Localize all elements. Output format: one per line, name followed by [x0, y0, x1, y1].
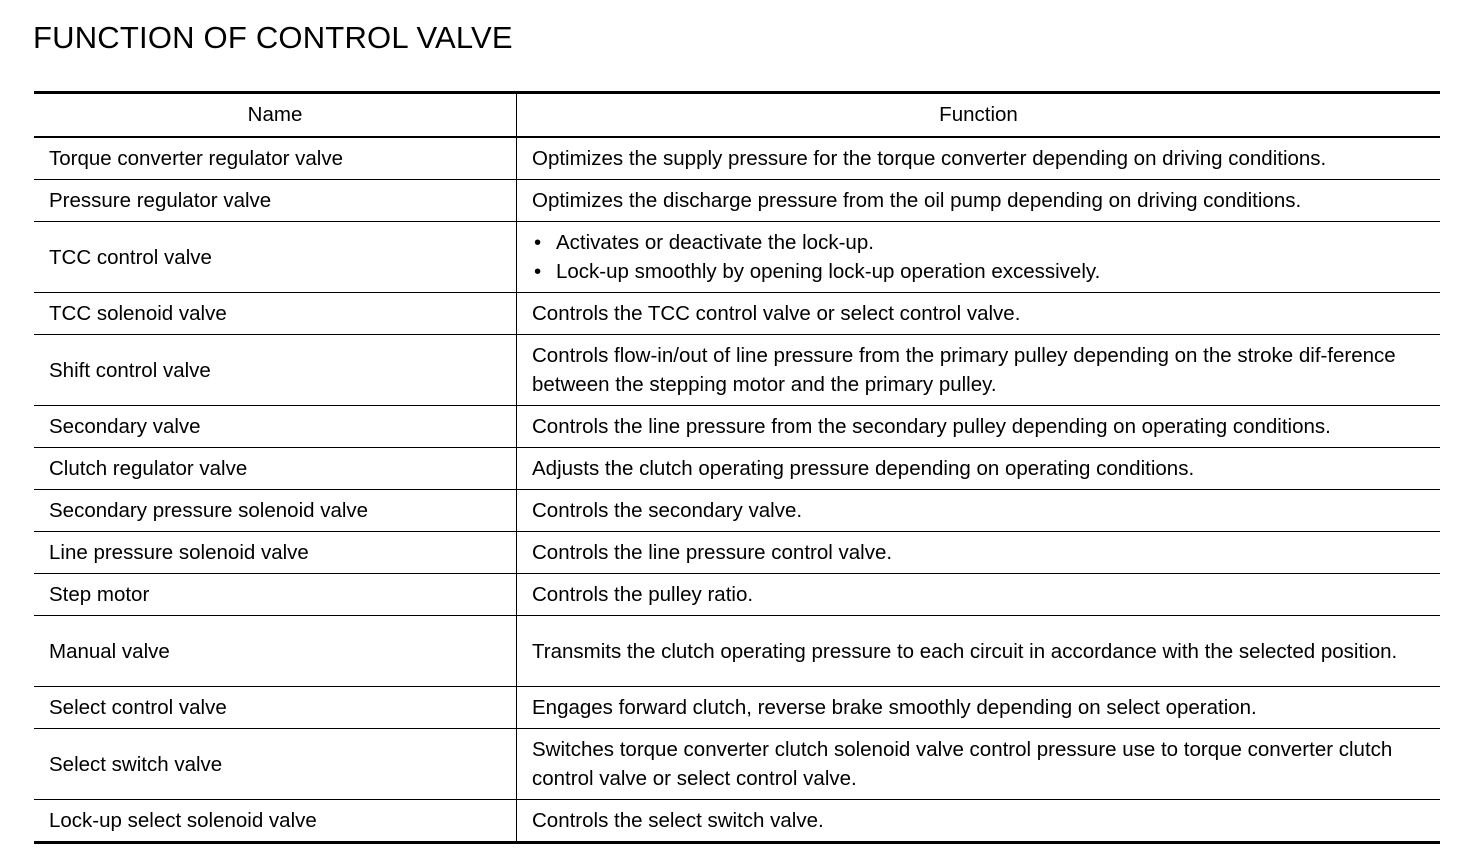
valve-function: Optimizes the supply pressure for the to…	[516, 136, 1440, 180]
valve-name: Secondary pressure solenoid valve	[34, 489, 517, 532]
valve-function: Engages forward clutch, reverse brake sm…	[516, 686, 1440, 729]
table-row: Line pressure solenoid valve Controls the…	[34, 531, 1440, 574]
valve-function: Controls the line pressure control valve…	[516, 531, 1440, 574]
valve-name: Shift control valve	[34, 334, 517, 406]
valve-function: Adjusts the clutch operating pressure de…	[516, 447, 1440, 490]
function-bullet-list: Activates or deactivate the lock-up.Lock…	[532, 228, 1432, 286]
table-row: Select switch valve Switches torque conve…	[34, 728, 1440, 800]
valve-name: Clutch regulator valve	[34, 447, 517, 490]
valve-function: Activates or deactivate the lock-up.Lock…	[516, 221, 1440, 293]
table-row: TCC solenoid valve Controls the TCC contr…	[34, 292, 1440, 335]
table-header-row: Name Function	[34, 92, 1440, 138]
table-row: Shift control valve Controls flow-in/out …	[34, 334, 1440, 406]
valve-name: Pressure regulator valve	[34, 179, 517, 222]
table-row: Torque converter regulator valve Optimize…	[34, 136, 1440, 180]
table-row: Select control valve Engages forward clut…	[34, 686, 1440, 729]
valve-function: Switches torque converter clutch solenoi…	[516, 728, 1440, 800]
valve-function: Transmits the clutch operating pressure …	[516, 615, 1440, 687]
valve-name: Lock-up select solenoid valve	[34, 799, 517, 843]
valve-name: Line pressure solenoid valve	[34, 531, 517, 574]
page-title: FUNCTION OF CONTROL VALVE	[33, 20, 513, 55]
valve-name: Secondary valve	[34, 405, 517, 448]
table-row: Step motor Controls the pulley ratio.	[34, 573, 1440, 616]
valve-name: TCC control valve	[34, 221, 517, 293]
control-valve-table: Name Function Torque converter regulator…	[34, 91, 1440, 844]
valve-name: Manual valve	[34, 615, 517, 687]
valve-name: Select switch valve	[34, 728, 517, 800]
table-row: Secondary valve Controls the line pressur…	[34, 405, 1440, 448]
table-row: Lock-up select solenoid valve Controls th…	[34, 799, 1440, 843]
valve-function: Optimizes the discharge pressure from th…	[516, 179, 1440, 222]
valve-function: Controls the select switch valve.	[516, 799, 1440, 843]
function-bullet: Activates or deactivate the lock-up.	[532, 228, 1432, 257]
table-row: Clutch regulator valve Adjusts the clutch…	[34, 447, 1440, 490]
valve-function: Controls flow-in/out of line pressure fr…	[516, 334, 1440, 406]
valve-name: Step motor	[34, 573, 517, 616]
valve-function: Controls the line pressure from the seco…	[516, 405, 1440, 448]
valve-function: Controls the pulley ratio.	[516, 573, 1440, 616]
header-function: Function	[516, 92, 1440, 138]
valve-function: Controls the TCC control valve or select…	[516, 292, 1440, 335]
function-bullet: Lock-up smoothly by opening lock-up oper…	[532, 257, 1432, 286]
valve-name: Select control valve	[34, 686, 517, 729]
valve-function: Controls the secondary valve.	[516, 489, 1440, 532]
table-row: TCC control valve Activates or deactivate…	[34, 221, 1440, 293]
header-name: Name	[34, 92, 517, 138]
valve-name: TCC solenoid valve	[34, 292, 517, 335]
table-row: Secondary pressure solenoid valve Control…	[34, 489, 1440, 532]
table-row: Manual valve Transmits the clutch operati…	[34, 615, 1440, 687]
table-row: Pressure regulator valve Optimizes the di…	[34, 179, 1440, 222]
valve-name: Torque converter regulator valve	[34, 136, 517, 180]
